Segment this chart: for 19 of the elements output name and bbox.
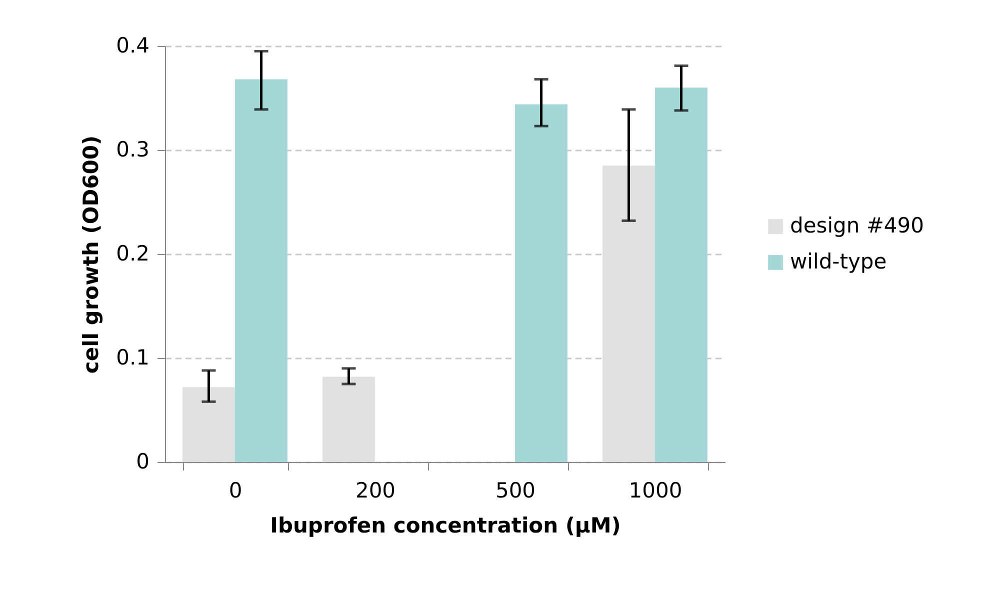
y-tick-label: 0.2: [116, 242, 150, 266]
y-tick-label: 0: [136, 450, 150, 474]
x-axis-title: Ibuprofen concentration (µM): [270, 514, 621, 538]
bar: [602, 166, 655, 462]
x-tick-label: 0: [228, 478, 242, 502]
y-axis-title: cell growth (OD600): [79, 135, 104, 374]
y-tick-label: 0.1: [116, 346, 150, 370]
y-tick-label: 0.3: [116, 138, 150, 162]
bar: [235, 79, 288, 462]
bar: [322, 376, 375, 462]
y-tick-label: 0.4: [116, 34, 150, 58]
bar: [182, 387, 235, 462]
x-tick-label: 500: [495, 478, 536, 502]
x-tick-label: 1000: [628, 478, 682, 502]
legend-label: design #490: [790, 214, 924, 238]
legend-label: wild-type: [790, 250, 887, 274]
bar: [655, 88, 708, 462]
x-tick-label: 200: [355, 478, 396, 502]
bar: [515, 104, 568, 462]
